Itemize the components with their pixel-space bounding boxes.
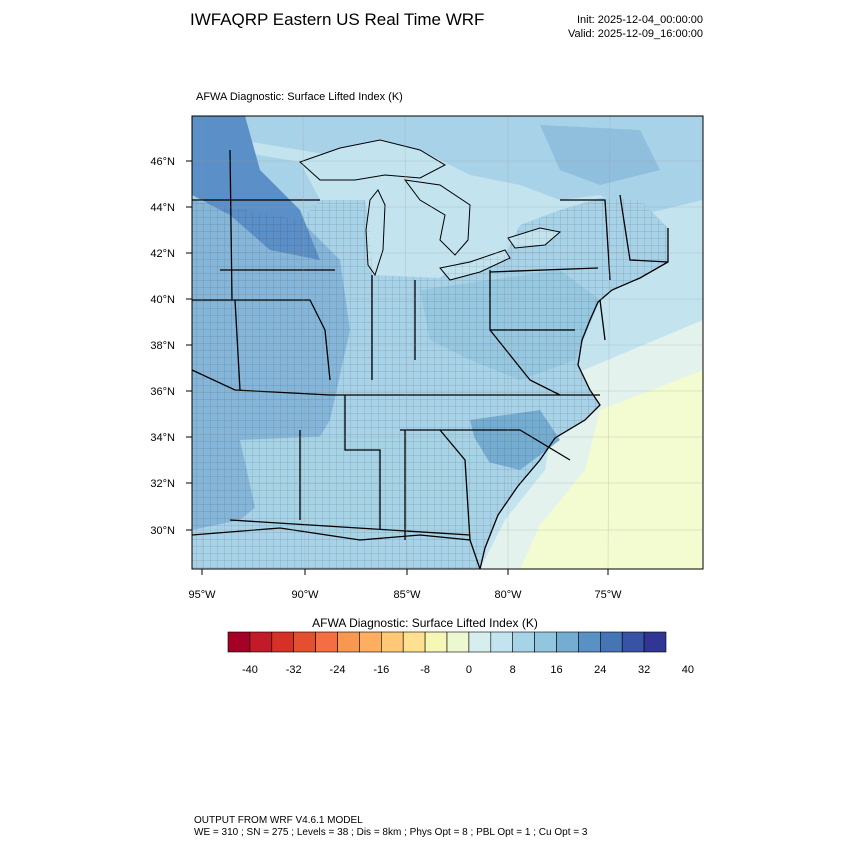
lat-label: 36°N bbox=[150, 386, 175, 398]
lon-label: 80°W bbox=[494, 589, 522, 601]
lon-ticks bbox=[201, 569, 609, 575]
lat-label: 32°N bbox=[150, 478, 175, 490]
graticule bbox=[192, 116, 703, 569]
colorbar-swatch bbox=[643, 631, 667, 653]
colorbar-swatch bbox=[293, 631, 316, 653]
colorbar-swatch bbox=[621, 631, 645, 653]
colorbar-swatch bbox=[227, 631, 251, 653]
colorbar-tick-label: 0 bbox=[465, 664, 472, 676]
colorbar-swatch bbox=[380, 631, 404, 653]
footer-line-2: WE = 310 ; SN = 275 ; Levels = 38 ; Dis … bbox=[194, 827, 588, 838]
colorbar-tick-label: -16 bbox=[373, 664, 390, 676]
map-panel bbox=[192, 116, 703, 569]
colorbar-swatch bbox=[359, 631, 382, 653]
colorbar-tick-label: -24 bbox=[329, 664, 346, 676]
colorbar bbox=[227, 631, 667, 653]
lon-label: 90°W bbox=[291, 589, 319, 601]
lat-label: 38°N bbox=[150, 340, 175, 352]
lon-label: 75°W bbox=[594, 589, 622, 601]
colorbar-swatch bbox=[490, 631, 513, 653]
colorbar-swatch bbox=[446, 631, 470, 653]
colorbar-swatch bbox=[402, 631, 426, 653]
valid-time: Valid: 2025-12-09_16:00:00 bbox=[568, 28, 703, 40]
lat-label: 34°N bbox=[150, 432, 175, 444]
lon-labels: 95°W 90°W 85°W 80°W 75°W bbox=[188, 589, 622, 601]
colorbar-swatch bbox=[512, 631, 535, 653]
ocean-yellow-zone bbox=[520, 370, 703, 569]
colorbar-swatch bbox=[249, 631, 273, 653]
lat-label: 46°N bbox=[150, 156, 175, 168]
lat-label: 40°N bbox=[150, 294, 175, 306]
init-time: Init: 2025-12-04_00:00:00 bbox=[577, 14, 703, 26]
coastline bbox=[479, 228, 669, 569]
colorbar-tick-label: 16 bbox=[550, 664, 563, 676]
lat-label: 30°N bbox=[150, 525, 175, 537]
run-info: Init: 2025-12-04_00:00:00 Valid: 2025-12… bbox=[568, 13, 703, 41]
colorbar-tick-label: 32 bbox=[637, 664, 651, 676]
colorbar-title: AFWA Diagnostic: Surface Lifted Index (K… bbox=[312, 616, 538, 630]
lon-label: 85°W bbox=[393, 589, 421, 601]
main-title: IWFAQRP Eastern US Real Time WRF bbox=[190, 10, 485, 29]
lat-label: 44°N bbox=[150, 202, 175, 214]
state-boundaries bbox=[192, 149, 669, 541]
map-frame bbox=[191, 115, 704, 570]
county-lines bbox=[192, 198, 668, 569]
colorbar-swatch bbox=[337, 631, 360, 653]
lon-label: 95°W bbox=[188, 589, 216, 601]
lake-huron bbox=[403, 179, 471, 256]
colorbar-swatch bbox=[534, 631, 557, 653]
colorbar-tick-label: -32 bbox=[285, 664, 302, 676]
colorbar-tick-label: -8 bbox=[420, 664, 430, 676]
model-footer: OUTPUT FROM WRF V4.6.1 MODEL WE = 310 ; … bbox=[194, 815, 587, 839]
lat-ticks bbox=[186, 160, 192, 531]
colorbar-tick-label: -40 bbox=[241, 664, 258, 676]
colorbar-swatch bbox=[556, 631, 579, 653]
colorbar-swatch bbox=[468, 631, 492, 653]
colorbar-swatch bbox=[578, 631, 601, 653]
colorbar-swatch bbox=[315, 631, 338, 653]
colorbar-tick-label: 8 bbox=[509, 664, 516, 676]
lat-labels: 46°N 44°N 42°N 40°N 38°N 36°N 34°N 32°N … bbox=[150, 156, 175, 537]
canada-deep-patch bbox=[540, 125, 660, 185]
colorbar-tick-label: 24 bbox=[594, 664, 607, 676]
colorbar-swatch bbox=[424, 631, 448, 653]
colorbar-swatch bbox=[271, 631, 294, 653]
lat-label: 42°N bbox=[150, 248, 175, 260]
gulf-coastline bbox=[192, 527, 481, 569]
footer-line-1: OUTPUT FROM WRF V4.6.1 MODEL bbox=[194, 815, 363, 826]
lake-superior bbox=[299, 139, 447, 181]
colorbar-swatch bbox=[599, 631, 623, 653]
colorbar-tick-label: 40 bbox=[681, 664, 695, 676]
field-title: AFWA Diagnostic: Surface Lifted Index (K… bbox=[196, 91, 403, 103]
